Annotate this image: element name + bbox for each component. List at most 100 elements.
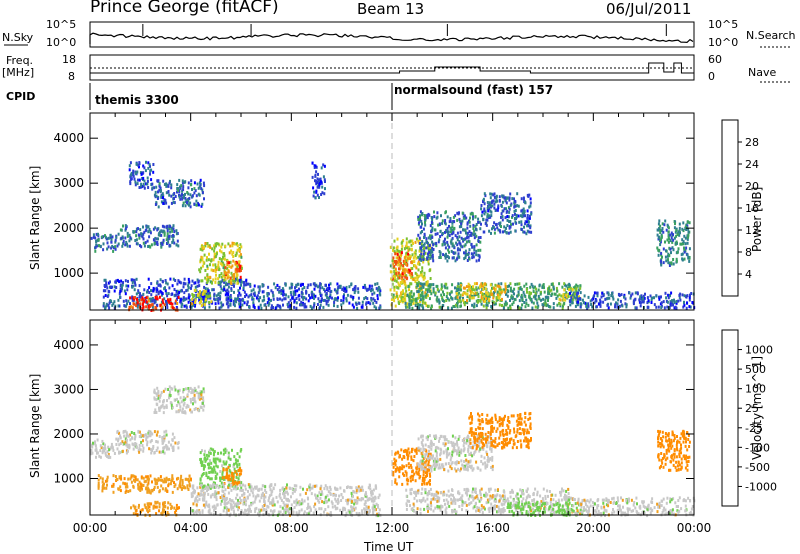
heat-cell (138, 165, 140, 169)
heat-cell (209, 296, 212, 300)
heat-cell (315, 179, 318, 183)
heat-cell (317, 181, 320, 184)
heat-cell (183, 401, 186, 405)
heat-cell (157, 190, 159, 194)
heat-cell (400, 298, 403, 302)
heat-cell (272, 297, 275, 301)
heat-cell (674, 220, 677, 224)
heat-cell (110, 246, 113, 250)
heat-cell (259, 303, 262, 307)
heat-cell (235, 261, 238, 265)
heat-cell (287, 498, 289, 501)
heat-cell (488, 203, 491, 207)
heat-cell (350, 505, 353, 509)
heat-cell (225, 302, 228, 306)
heat-cell (660, 301, 663, 305)
heat-cell (311, 486, 314, 490)
heat-cell (660, 295, 662, 299)
heat-cell (220, 280, 223, 284)
heat-cell (145, 182, 148, 186)
heat-cell (270, 304, 273, 308)
heat-cell (491, 204, 494, 208)
heat-cell (552, 285, 555, 289)
heat-cell (415, 297, 417, 301)
heat-cell (168, 193, 171, 197)
heat-cell (657, 248, 660, 252)
heat-cell (230, 476, 233, 480)
heat-cell (238, 249, 241, 253)
heat-cell (214, 242, 217, 246)
heat-cell (195, 199, 198, 203)
heat-cell (398, 283, 401, 287)
heat-cell (393, 285, 396, 289)
heat-cell (233, 275, 236, 279)
heat-cell (200, 474, 203, 478)
heat-cell (212, 457, 215, 461)
heat-cell (424, 223, 427, 227)
heat-cell (436, 215, 439, 219)
heat-cell (272, 293, 275, 297)
heat-cell (469, 233, 472, 237)
heat-cell (505, 292, 507, 296)
heat-cell (616, 305, 619, 309)
heat-cell (614, 303, 617, 307)
heat-cell (378, 291, 381, 295)
heat-cell (286, 492, 289, 496)
heat-cell (153, 301, 156, 305)
heat-cell (166, 399, 168, 403)
heat-cell (480, 207, 483, 211)
heat-cell (190, 477, 192, 481)
heat-cell (295, 306, 298, 310)
heat-cell (102, 289, 105, 293)
heat-cell (427, 284, 430, 288)
heat-cell (112, 474, 115, 478)
heat-cell (257, 306, 260, 310)
heat-cell (205, 298, 207, 302)
heat-cell (262, 290, 265, 294)
heat-cell (222, 252, 225, 256)
heat-cell (513, 292, 515, 296)
heat-cell (192, 402, 194, 406)
heat-cell (357, 485, 360, 489)
heat-cell (556, 294, 559, 298)
heat-cell (102, 442, 105, 446)
heat-cell (611, 291, 613, 295)
heat-cell (364, 296, 367, 299)
heat-cell (170, 293, 173, 296)
heat-cell (101, 489, 104, 493)
heat-cell (345, 499, 348, 502)
heat-cell (616, 302, 619, 306)
heat-cell (125, 441, 128, 444)
heat-cell (463, 251, 465, 255)
heat-cell (361, 485, 364, 489)
heat-cell (276, 303, 279, 307)
heat-cell (114, 475, 117, 478)
heat-cell (213, 485, 216, 489)
heat-cell (189, 193, 192, 197)
heat-cell (155, 286, 158, 290)
heat-cell (137, 291, 140, 294)
heat-cell (102, 486, 105, 489)
heat-cell (296, 501, 299, 505)
heat-cell (443, 293, 445, 297)
heat-cell (269, 501, 271, 505)
heat-cell (158, 408, 161, 412)
heat-cell (235, 251, 238, 255)
heat-cell (675, 234, 678, 238)
heat-cell (202, 488, 205, 492)
heat-cell (203, 303, 206, 306)
heat-cell (501, 304, 503, 307)
heat-cell (183, 298, 186, 302)
heat-cell (419, 288, 421, 292)
heat-cell (181, 487, 183, 490)
heat-cell (239, 483, 242, 487)
heat-cell (173, 230, 176, 234)
heat-cell (539, 292, 542, 296)
heat-cell (471, 212, 474, 215)
heat-cell (355, 303, 358, 306)
heat-cell (300, 302, 303, 306)
heat-cell (191, 302, 193, 306)
heat-cell (424, 220, 426, 224)
heat-cell (283, 488, 286, 491)
heat-cell (194, 281, 197, 285)
